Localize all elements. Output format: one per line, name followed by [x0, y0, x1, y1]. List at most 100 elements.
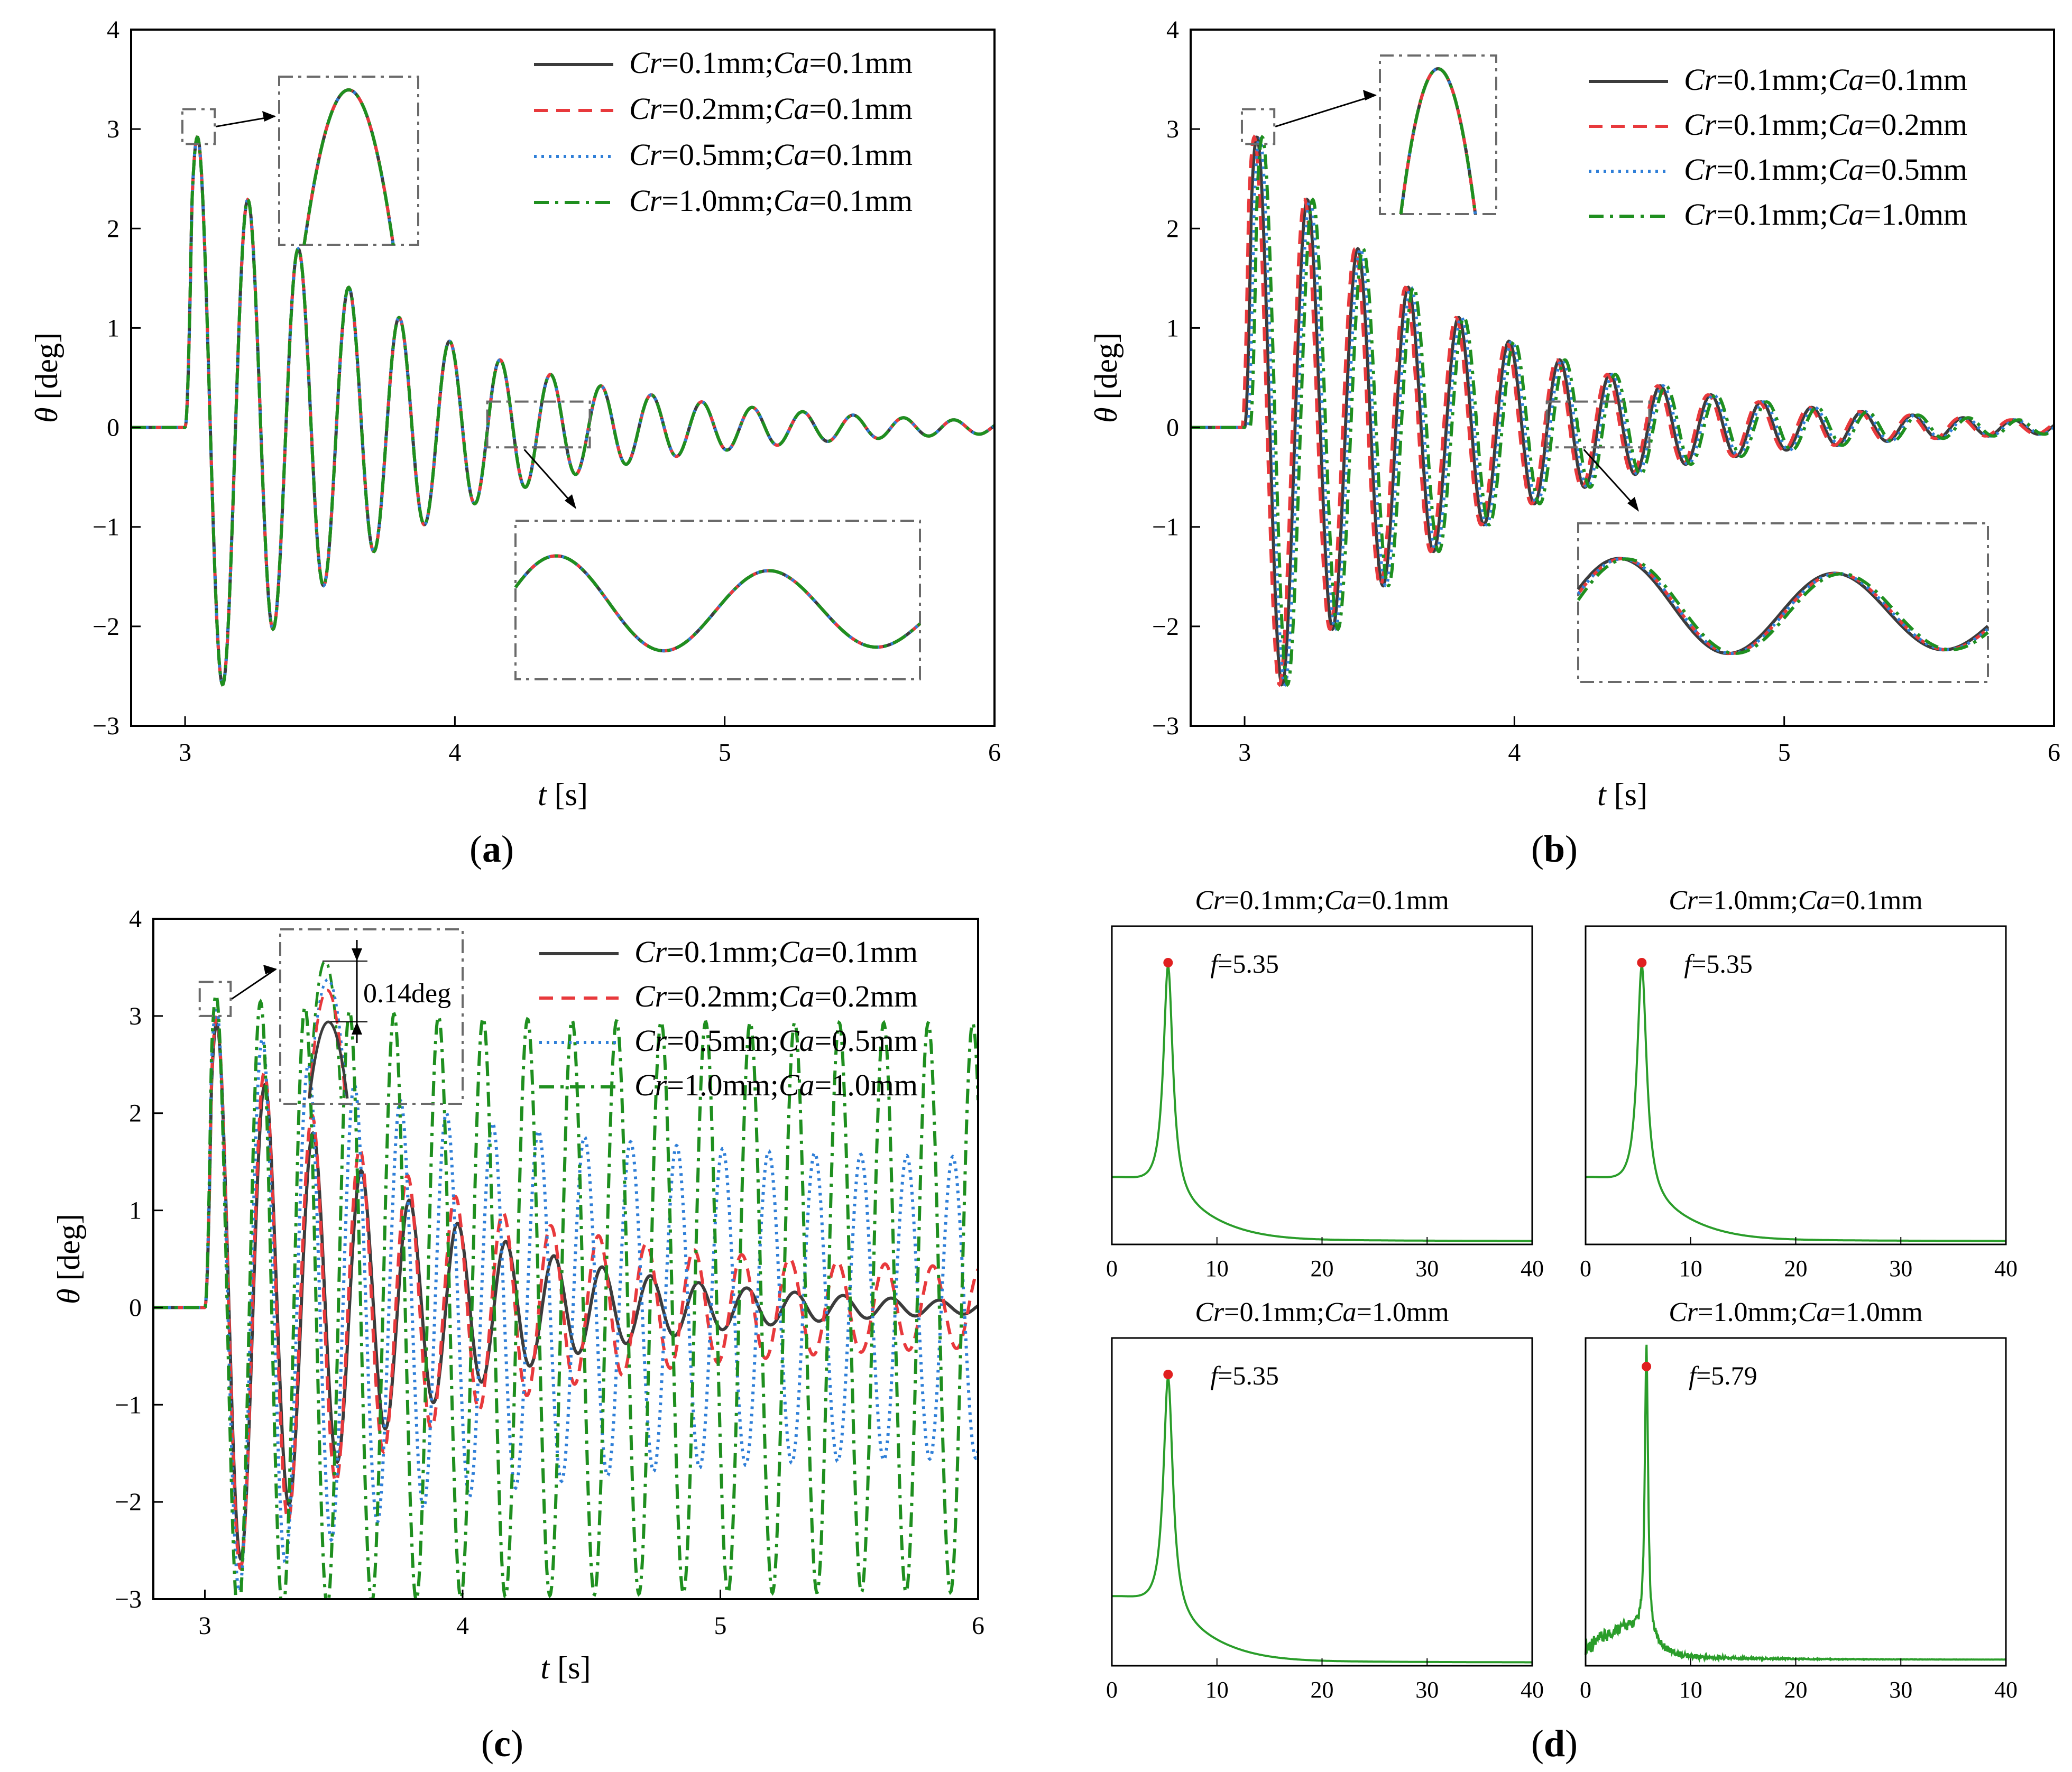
y-tick-label: 2	[107, 215, 119, 243]
text-run: Ca	[1828, 152, 1864, 187]
text-run: =0.5mm;	[661, 137, 773, 172]
x-tick-label: 3	[179, 739, 191, 767]
x-tick-label: 5	[1778, 739, 1791, 767]
x-tick-label: 5	[719, 739, 731, 767]
series-line-dotted	[131, 135, 994, 687]
text-run: Ca	[779, 979, 815, 1013]
peak-marker	[1163, 1370, 1173, 1379]
text-run: Cr	[1684, 197, 1717, 232]
x-tick-label: 40	[1521, 1256, 1544, 1281]
text-run: =0.1mm	[809, 91, 913, 126]
text-run: Cr	[1684, 152, 1717, 187]
legend-entry: Cr=0.2mm;Ca=0.2mm	[634, 979, 918, 1013]
text-run: =0.2mm;	[661, 91, 773, 126]
panel-letter: b	[1544, 828, 1565, 870]
y-tick-label: −3	[93, 712, 119, 740]
y-tick-label: 3	[1166, 115, 1179, 143]
x-tick-label: 5	[714, 1612, 727, 1640]
x-tick-label: 20	[1311, 1256, 1334, 1281]
spectrum-line	[1111, 962, 1532, 1242]
text-run: Ca	[773, 91, 809, 126]
panel-letter: a	[482, 828, 501, 870]
text-run: Ca	[779, 1068, 815, 1102]
zoom-box-small	[198, 981, 232, 1017]
spectrum-line	[1111, 1373, 1532, 1664]
text-run: =1.0mm	[1357, 1297, 1449, 1327]
x-tick-label: 30	[1415, 1677, 1439, 1703]
panel-label: (a)	[469, 828, 514, 870]
x-tick-label: 6	[988, 739, 1001, 767]
text-run: Cr	[629, 137, 662, 172]
text-run: =0.2mm	[1864, 107, 1967, 142]
text-run: =0.5mm	[815, 1023, 918, 1058]
y-axis-var: θ	[1089, 408, 1124, 423]
peak-value: =5.35	[1218, 949, 1279, 979]
series-line-dashed	[131, 135, 994, 687]
panel-letter: c	[494, 1722, 511, 1765]
inset-peak-line-dashdot	[302, 88, 395, 245]
legend-entry: Cr=0.5mm;Ca=0.1mm	[629, 137, 913, 172]
y-tick-label: 1	[107, 314, 119, 342]
y-tick-label: 2	[1166, 215, 1179, 243]
inset-tail-line-solid	[514, 554, 922, 653]
inset-box-peak	[278, 76, 419, 246]
panel-paren: )	[511, 1722, 523, 1765]
text-run: =0.1mm;	[1716, 62, 1828, 97]
y-tick-label: −1	[1152, 513, 1179, 541]
panel-label: (c)	[481, 1722, 523, 1765]
x-tick-label: 20	[1784, 1677, 1808, 1703]
y-axis-unit: [deg]	[1089, 333, 1124, 408]
panel-paren: (	[1531, 828, 1544, 870]
peak-value: =5.35	[1691, 949, 1753, 979]
y-tick-label: 4	[129, 905, 142, 933]
spectrum-line	[1585, 1344, 2006, 1663]
inset-arrowhead	[565, 494, 576, 509]
peak-marker	[1163, 958, 1173, 967]
plot-frame	[130, 29, 996, 727]
text-run: Cr	[634, 1023, 667, 1058]
x-tick-label: 6	[972, 1612, 984, 1640]
text-run: Cr	[1195, 1297, 1224, 1327]
y-tick-label: 3	[107, 115, 119, 143]
panel-label: (b)	[1531, 828, 1578, 870]
text-run: Ca	[773, 137, 809, 172]
y-axis-title: θ [deg]	[29, 333, 64, 423]
spectrum-subplot: Cr=0.1mm;Ca=0.1mm 0 10 20 30 40 f=5.35	[1106, 885, 1544, 1281]
legend-entry: Cr=0.1mm;Ca=1.0mm	[1684, 197, 1967, 232]
peak-label: f=5.35	[1684, 949, 1753, 979]
peak-label: f=5.79	[1689, 1361, 1757, 1390]
y-tick-label: 4	[1166, 16, 1179, 44]
dimension-arrowhead	[352, 948, 362, 961]
y-tick-label: 0	[107, 414, 119, 442]
text-run: Ca	[1828, 197, 1864, 232]
peak-marker	[1642, 1362, 1652, 1371]
panel-paren: )	[501, 828, 514, 870]
text-run: =0.5mm	[1864, 152, 1967, 187]
peak-label: f=5.35	[1210, 949, 1279, 979]
x-axis-unit: [s]	[547, 777, 588, 812]
y-tick-label: −3	[115, 1585, 142, 1613]
text-run: Ca	[1828, 107, 1864, 142]
text-run: =1.0mm	[1830, 1297, 1923, 1327]
inset-box-peak	[1379, 54, 1497, 215]
y-tick-label: 1	[1166, 314, 1179, 342]
y-tick-label: 0	[129, 1294, 142, 1322]
inset-peak-line-dashdot	[308, 959, 343, 1099]
x-tick-label: 4	[1508, 739, 1521, 767]
y-axis-var: θ	[29, 408, 64, 423]
x-tick-label: 0	[1106, 1677, 1118, 1703]
text-run: =0.1mm;	[1224, 885, 1324, 916]
panel-paren: )	[1565, 828, 1578, 870]
text-run: =0.1mm;	[1716, 197, 1828, 232]
y-tick-label: −1	[115, 1391, 142, 1419]
series-line-dashed	[153, 1015, 978, 1571]
peak-value: =5.79	[1696, 1361, 1757, 1390]
x-tick-label: 0	[1106, 1256, 1118, 1281]
inset-peak-line-solid	[308, 1020, 349, 1099]
x-axis-var: t	[541, 1650, 550, 1685]
x-axis-var: t	[538, 777, 547, 812]
legend-entry: Cr=0.1mm;Ca=0.1mm	[1684, 62, 1967, 97]
inset-box-tail	[514, 520, 921, 680]
text-run: Cr	[1669, 885, 1698, 916]
